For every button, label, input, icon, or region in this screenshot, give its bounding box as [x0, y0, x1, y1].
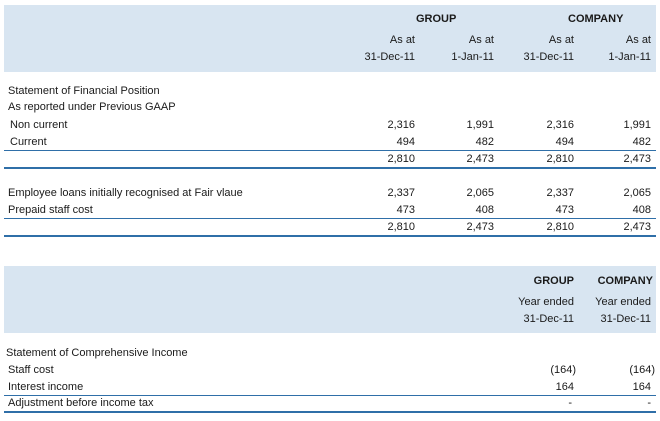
- table1-total-rule: [4, 167, 656, 169]
- table2-cell: (164): [629, 364, 655, 376]
- table2-cell: 164: [555, 381, 574, 393]
- table1-total-cell: 2,473: [466, 153, 494, 165]
- table1-cell: 2,337: [387, 187, 415, 199]
- table1-cell: 2,065: [623, 187, 651, 199]
- table1-col4-line1: As at: [625, 34, 651, 46]
- table1-total-cell: 2,810: [546, 221, 574, 233]
- table1-total-cell: 2,473: [623, 221, 651, 233]
- table1-row-label: Non current: [10, 119, 68, 131]
- table1-cell: 494: [396, 136, 415, 148]
- table1-row-label: Prepaid staff cost: [8, 204, 93, 216]
- table1-total-cell: 2,810: [387, 221, 415, 233]
- table1-cell: 494: [555, 136, 574, 148]
- table2-row-rule: [4, 395, 656, 396]
- table1-cell: 2,316: [387, 119, 415, 131]
- table1-section-title: Statement of Financial Position: [8, 85, 160, 97]
- table1-cell: 2,316: [546, 119, 574, 131]
- table2-group-heading: GROUP: [533, 275, 574, 287]
- table1-row-label: Current: [10, 136, 47, 148]
- table1-subtotal-rule: [4, 218, 656, 219]
- table1-total-cell: 2,810: [546, 153, 574, 165]
- table2-col2-line1: Year ended: [595, 296, 651, 308]
- table1-cell: 2,065: [466, 187, 494, 199]
- table1-col3-line1: As at: [548, 34, 574, 46]
- table1-cell: 482: [632, 136, 651, 148]
- table1-col4-line2: 1-Jan-11: [608, 51, 651, 63]
- table1-cell: 408: [632, 204, 651, 216]
- table1-subtotal-rule: [4, 150, 656, 151]
- table1-col1-line1: As at: [389, 34, 415, 46]
- table1-total-cell: 2,473: [466, 221, 494, 233]
- table1-company-heading: COMPANY: [568, 13, 624, 25]
- table2-cell: -: [647, 397, 651, 409]
- table2-company-heading: COMPANY: [597, 275, 653, 287]
- table2-cell: 164: [632, 381, 651, 393]
- table2-total-rule: [4, 411, 656, 413]
- table1-total-cell: 2,810: [387, 153, 415, 165]
- table1-header-band: [4, 5, 656, 72]
- table2-row-label: Interest income: [8, 381, 84, 393]
- table2-section-title: Statement of Comprehensive Income: [6, 347, 188, 359]
- table2-row-label: Staff cost: [8, 364, 54, 376]
- table2-header-band: [4, 266, 656, 333]
- table1-col2-line2: 1-Jan-11: [451, 51, 494, 63]
- table1-cell: 1,991: [466, 119, 494, 131]
- table1-row-label: Employee loans initially recognised at F…: [8, 187, 243, 199]
- table2-col1-line2: 31-Dec-11: [523, 313, 574, 325]
- table1-cell: 1,991: [623, 119, 651, 131]
- table2-cell: -: [568, 397, 572, 409]
- table1-section-subtitle: As reported under Previous GAAP: [8, 101, 176, 113]
- table1-cell: 2,337: [546, 187, 574, 199]
- table2-col1-line1: Year ended: [518, 296, 574, 308]
- table1-cell: 473: [396, 204, 415, 216]
- table2-col2-line2: 31-Dec-11: [600, 313, 651, 325]
- table1-group-heading: GROUP: [416, 13, 457, 25]
- table1-col2-line1: As at: [468, 34, 494, 46]
- table1-total-cell: 2,473: [623, 153, 651, 165]
- table1-cell: 408: [475, 204, 494, 216]
- table2-row-label: Adjustment before income tax: [8, 397, 154, 409]
- table2-cell: (164): [550, 364, 576, 376]
- table1-cell: 473: [555, 204, 574, 216]
- table1-col1-line2: 31-Dec-11: [364, 51, 415, 63]
- table1-cell: 482: [475, 136, 494, 148]
- table1-col3-line2: 31-Dec-11: [523, 51, 574, 63]
- table1-total-rule: [4, 235, 656, 237]
